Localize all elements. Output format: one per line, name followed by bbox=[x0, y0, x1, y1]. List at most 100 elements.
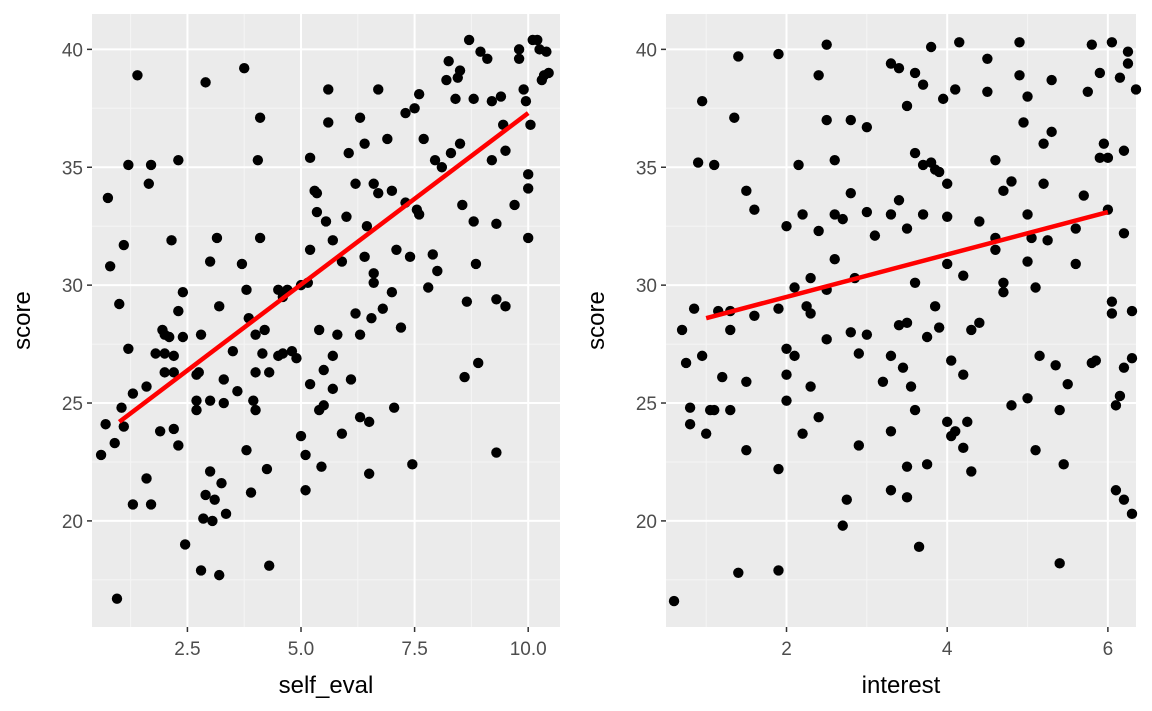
data-point bbox=[241, 284, 252, 296]
data-point bbox=[141, 473, 152, 484]
data-point bbox=[168, 350, 179, 362]
data-point bbox=[781, 369, 792, 380]
data-point bbox=[495, 91, 507, 102]
data-point bbox=[468, 216, 479, 227]
y-tick-label: 40 bbox=[636, 40, 657, 61]
data-point bbox=[741, 444, 752, 456]
data-point bbox=[177, 331, 189, 343]
data-point bbox=[676, 324, 688, 336]
data-point bbox=[1110, 400, 1122, 411]
data-point bbox=[450, 93, 461, 105]
data-point bbox=[861, 121, 873, 133]
data-point bbox=[336, 256, 348, 267]
scatter-panel-interest: 2 4 6 20 25 30 35 40 interest score bbox=[583, 14, 1142, 699]
data-point bbox=[368, 178, 379, 189]
data-point bbox=[239, 63, 250, 74]
y-tick-label: 30 bbox=[636, 276, 657, 297]
data-point bbox=[998, 287, 1009, 298]
data-point bbox=[123, 159, 134, 171]
data-point bbox=[500, 301, 511, 312]
data-point bbox=[797, 428, 808, 439]
data-point bbox=[921, 459, 933, 470]
data-point bbox=[168, 423, 179, 435]
data-point bbox=[204, 466, 216, 477]
data-point bbox=[273, 350, 284, 362]
data-point bbox=[1026, 232, 1037, 244]
data-point bbox=[454, 65, 466, 76]
data-point bbox=[207, 515, 218, 527]
data-point bbox=[966, 324, 977, 336]
data-point bbox=[373, 84, 384, 95]
data-point bbox=[1110, 485, 1122, 496]
data-point bbox=[1126, 353, 1138, 364]
data-point bbox=[522, 169, 534, 180]
data-point bbox=[214, 569, 225, 581]
data-point bbox=[797, 209, 808, 220]
data-point bbox=[173, 440, 184, 451]
data-point bbox=[1022, 209, 1033, 220]
data-point bbox=[941, 416, 953, 428]
data-point bbox=[368, 268, 379, 279]
data-point bbox=[982, 53, 993, 64]
data-point bbox=[1018, 117, 1029, 128]
data-point bbox=[1118, 494, 1130, 505]
data-point bbox=[427, 249, 438, 260]
data-point bbox=[1022, 91, 1033, 102]
data-point bbox=[336, 428, 348, 439]
y-axis-title: score bbox=[9, 291, 36, 350]
data-point bbox=[1106, 308, 1118, 319]
data-point bbox=[1046, 126, 1057, 138]
data-point bbox=[821, 334, 832, 345]
data-point bbox=[341, 211, 352, 222]
data-point bbox=[1078, 190, 1089, 201]
data-point bbox=[1062, 378, 1073, 390]
data-point bbox=[829, 209, 840, 220]
data-point bbox=[191, 369, 202, 380]
data-point bbox=[958, 270, 969, 281]
data-point bbox=[354, 411, 366, 423]
data-point bbox=[150, 348, 161, 359]
data-point bbox=[885, 485, 897, 496]
data-point bbox=[709, 404, 720, 416]
data-point bbox=[304, 244, 316, 255]
data-point bbox=[123, 343, 134, 354]
data-point bbox=[805, 308, 816, 319]
data-point bbox=[173, 305, 184, 317]
data-point bbox=[1030, 282, 1041, 293]
data-point bbox=[407, 459, 418, 470]
data-point bbox=[377, 303, 388, 314]
data-point bbox=[475, 46, 486, 57]
data-point bbox=[214, 301, 225, 312]
x-tick-label: 7.5 bbox=[401, 639, 427, 660]
data-point bbox=[132, 70, 143, 81]
data-point bbox=[1058, 459, 1069, 470]
data-point bbox=[941, 178, 953, 189]
data-point bbox=[885, 350, 897, 362]
data-point bbox=[200, 77, 211, 88]
data-point bbox=[168, 367, 179, 378]
data-point bbox=[100, 419, 111, 430]
data-point bbox=[373, 187, 384, 199]
x-tick-label: 5.0 bbox=[288, 639, 314, 660]
data-point bbox=[491, 294, 502, 305]
data-point bbox=[1022, 393, 1033, 404]
data-point bbox=[954, 37, 965, 48]
data-point bbox=[95, 449, 107, 461]
data-point bbox=[885, 426, 897, 437]
y-tick-label: 20 bbox=[62, 512, 83, 533]
y-tick-label: 25 bbox=[636, 394, 657, 415]
data-point bbox=[304, 378, 316, 390]
data-point bbox=[696, 350, 708, 362]
data-point bbox=[905, 381, 917, 392]
data-point bbox=[509, 199, 520, 211]
data-point bbox=[998, 277, 1009, 288]
data-point bbox=[1126, 305, 1138, 317]
panel-background bbox=[92, 14, 560, 627]
data-point bbox=[159, 348, 170, 359]
data-point bbox=[789, 350, 800, 362]
data-point bbox=[164, 331, 175, 343]
data-point bbox=[354, 112, 366, 123]
data-point bbox=[327, 350, 339, 362]
data-point bbox=[733, 51, 744, 62]
data-point bbox=[813, 225, 824, 237]
